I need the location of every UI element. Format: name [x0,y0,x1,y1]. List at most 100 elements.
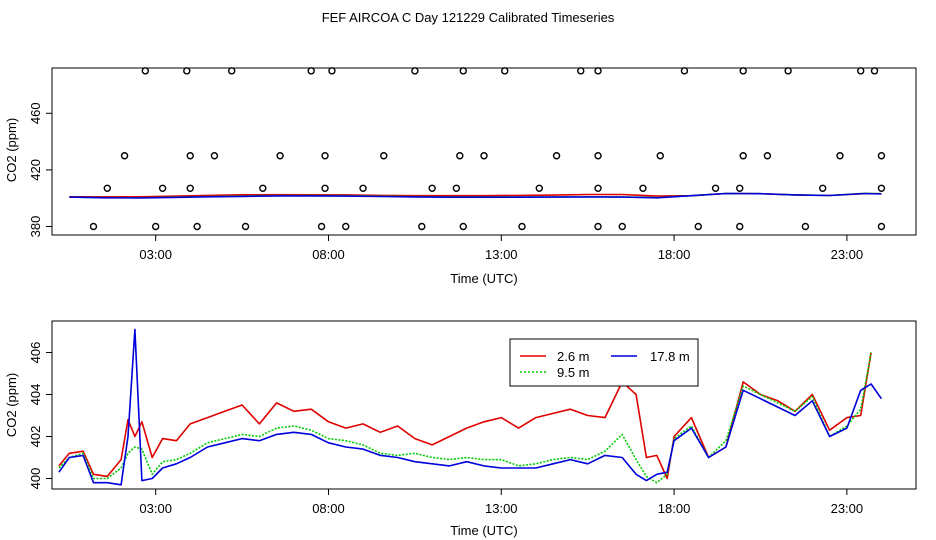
bottom-series-line-9.5m [58,352,872,484]
top-x-tick-label: 08:00 [312,247,345,262]
scatter-point [594,222,602,231]
legend: 2.6 m 9.5 m 17.8 m [509,338,699,387]
scatter-point [418,222,426,231]
bottom-y-tick-label: 404 [28,384,43,406]
legend-box [509,338,699,387]
scatter-point [694,222,702,231]
scatter-point [877,222,886,231]
top-x-tick-label: 13:00 [485,247,518,262]
scatter-point [736,184,744,192]
scatter-point [552,152,561,160]
scatter-point [459,67,467,75]
scatter-point [594,67,602,75]
scatter-point [594,184,602,192]
scatter-point [276,152,284,160]
scatter-point [535,184,543,192]
scatter-point [763,152,772,160]
top-x-tick-label: 23:00 [831,247,864,262]
top-series-layer [69,192,882,199]
scatter-point [342,222,350,231]
top-x-axis: 03:00 08:00 13:00 18:00 23:00 [139,235,863,262]
scatter-point [836,152,844,160]
scatter-point [459,222,467,231]
scatter-point [186,152,194,160]
scatter-point [452,184,461,192]
scatter-point [141,67,150,75]
top-y-axis: 380 420 460 [28,102,52,237]
bottom-x-axis-label: Time (UTC) [450,523,517,538]
scatter-point [739,67,747,75]
scatter-point [228,67,236,75]
scatter-point [428,184,436,192]
bottom-x-tick-label: 23:00 [831,501,864,516]
top-series-line-17.8m [69,192,882,199]
scatter-point [210,152,219,160]
scatter-point [618,222,626,231]
scatter-point [321,152,329,160]
scatter-point [456,152,464,160]
scatter-point [359,184,367,192]
scatter-point [120,152,129,160]
bottom-plot-frame [51,320,917,490]
bottom-series-layer [58,328,883,486]
scatter-point [151,222,160,231]
scatter-point [411,67,419,75]
scatter-point [241,222,250,231]
top-points-layer [89,67,886,231]
legend-label-17.8m: 17.8 m [650,349,690,364]
top-x-tick-label: 18:00 [658,247,691,262]
bottom-y-axis-label: CO2 (ppm) [4,373,19,437]
scatter-point [877,184,886,192]
scatter-point [801,222,810,231]
top-y-tick-label: 460 [28,102,43,124]
bottom-series-line-17.8m [58,328,883,486]
bottom-x-tick-label: 13:00 [485,501,518,516]
scatter-point [639,184,647,192]
top-x-axis-label: Time (UTC) [450,271,517,286]
bottom-panel: 03:00 08:00 13:00 18:00 23:00 400 402 404 406 T… [4,320,917,538]
bottom-y-tick-label: 400 [28,468,43,490]
top-x-tick-label: 03:00 [139,247,172,262]
scatter-point [321,184,329,192]
scatter-point [577,67,585,75]
scatter-point [784,67,792,75]
scatter-point [183,67,191,75]
scatter-point [186,184,194,192]
scatter-point [158,184,167,192]
scatter-point [89,222,98,231]
bottom-x-tick-label: 18:00 [658,501,691,516]
bottom-series-line-2.6m [58,352,872,480]
scatter-point [103,184,111,192]
scatter-point [656,152,664,160]
top-y-axis-label: CO2 (ppm) [4,118,19,182]
bottom-y-axis: 400 402 404 406 [28,342,52,490]
legend-label-9.5m: 9.5 m [557,365,590,380]
scatter-point [877,152,886,160]
scatter-point [857,67,865,75]
scatter-point [307,67,315,75]
scatter-point [739,152,747,160]
scatter-point [380,152,388,160]
scatter-point [594,152,602,160]
scatter-point [518,222,526,231]
scatter-point [736,222,744,231]
scatter-point [711,184,720,192]
scatter-point [680,67,689,75]
scatter-point [870,67,879,75]
scatter-point [501,67,509,75]
figure-title: FEF AIRCOA C Day 121229 Calibrated Times… [322,10,615,25]
top-panel: 03:00 08:00 13:00 18:00 23:00 380 420 460 Time… [4,67,917,286]
scatter-point [328,67,336,75]
scatter-point [193,222,201,231]
bottom-x-tick-label: 03:00 [139,501,172,516]
top-y-tick-label: 380 [28,216,43,238]
scatter-point [317,222,326,231]
scatter-point [818,184,827,192]
bottom-y-tick-label: 406 [28,342,43,364]
legend-label-2.6m: 2.6 m [557,349,590,364]
scatter-point [480,152,488,160]
top-plot-frame [51,67,917,236]
bottom-x-axis: 03:00 08:00 13:00 18:00 23:00 [139,489,863,516]
bottom-x-tick-label: 08:00 [312,501,345,516]
